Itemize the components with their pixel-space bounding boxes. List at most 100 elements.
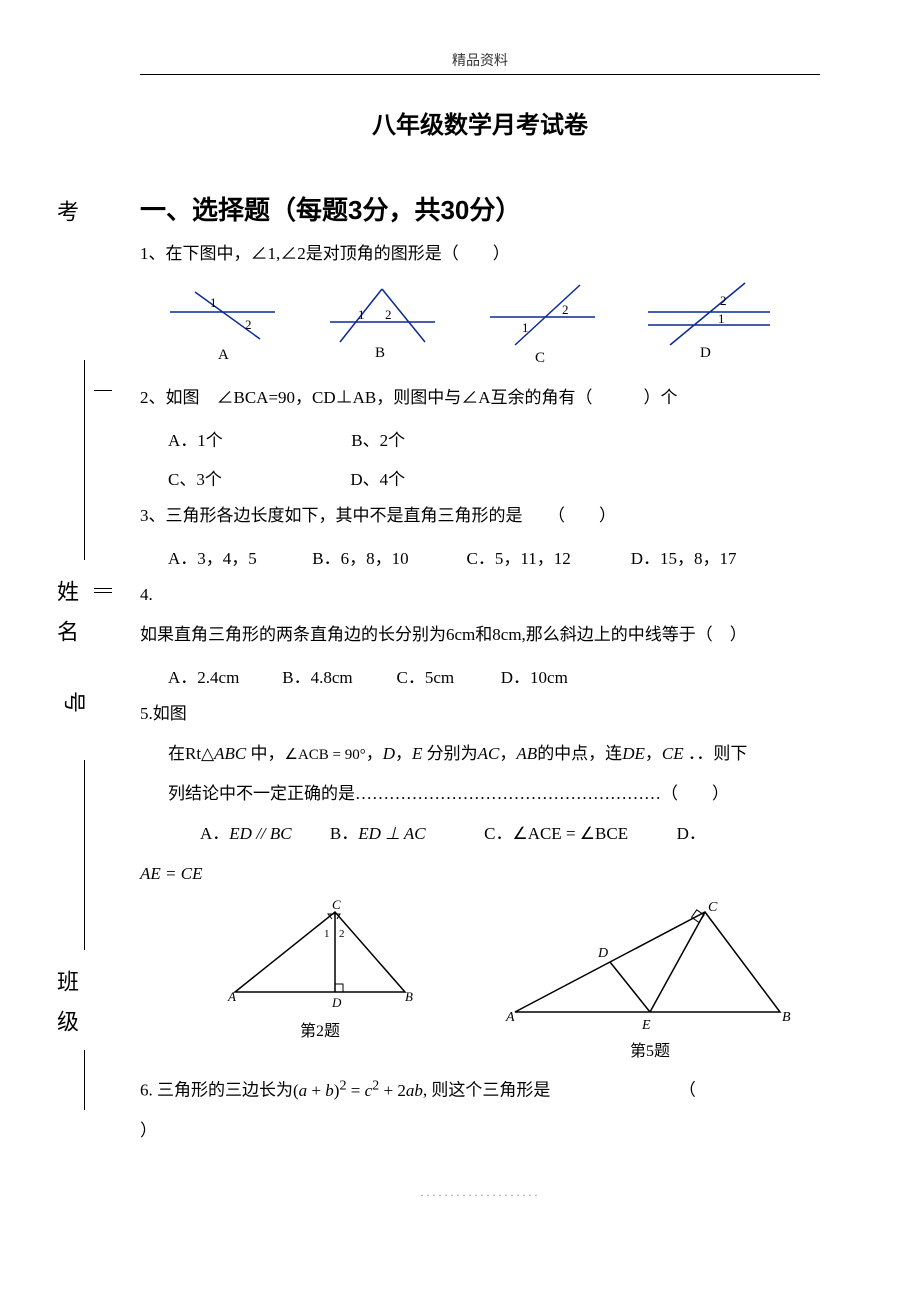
margin-kao: 考 xyxy=(50,200,82,240)
q5-options-row: A．ED // BC B．ED ⊥ AC C．∠ACE = ∠BCE D． xyxy=(140,817,820,851)
header-rule xyxy=(140,74,820,75)
svg-text:E: E xyxy=(641,1018,651,1033)
margin-line-1 xyxy=(84,360,85,560)
svg-text:2: 2 xyxy=(339,928,345,940)
q5-figures: A B C D 1 2 第2题 A B C D E 第5题 xyxy=(140,897,820,1061)
q5-t4: 的中点，连 xyxy=(537,744,622,763)
fig-q5: A B C D E 第5题 xyxy=(500,897,800,1061)
q3-opt-b: B．6，8，10 xyxy=(312,539,462,578)
fig2-caption: 第2题 xyxy=(220,1017,420,1041)
q2-options-row2: C、3个 D、4个 xyxy=(140,460,820,499)
margin-line-3 xyxy=(84,1050,85,1110)
q3-options: A．3，4，5 B．6，8，10 C．5，11，12 D．15，8，17 xyxy=(140,539,820,578)
q2-options-row1: A．1个 B、2个 xyxy=(140,421,820,460)
q6-line: 6. 三角形的三边长为(a + b)2 = c2 + 2ab, 则这个三角形是 … xyxy=(140,1071,820,1108)
q6-paren-r: ） xyxy=(140,1114,820,1148)
svg-text:1: 1 xyxy=(210,295,217,310)
exam-title: 八年级数学月考试卷 xyxy=(140,105,820,140)
fig-q2: A B C D 1 2 第2题 xyxy=(220,897,420,1061)
margin-tick-2 xyxy=(94,588,112,593)
q5-line1: 在Rt△ABC 中，∠ACB = 90°，D，E 分别为AC，AB的中点，连DE… xyxy=(140,737,820,771)
q2-opt-c: C、3个 xyxy=(168,470,222,489)
q5-line2: 列结论中不一定正确的是………………………………………………（ ） xyxy=(140,777,820,811)
q2-opt-a: A．1个 xyxy=(168,431,223,450)
q4-opt-c: C．5cm xyxy=(397,658,497,697)
q5-ab: AB xyxy=(516,744,537,763)
q5-head: 5.如图 xyxy=(140,697,820,731)
q5-d-m: AE = CE xyxy=(140,864,202,883)
q4-head: 4. xyxy=(140,578,820,612)
fig5-caption: 第5题 xyxy=(500,1037,800,1061)
q2-opt-d: D、4个 xyxy=(350,470,405,489)
q2-text: 2、如图 ∠BCA=90，CD⊥AB，则图中与∠A互余的角有（ ）个 xyxy=(140,381,820,415)
svg-text:A: A xyxy=(227,989,236,1004)
q5-angle: ∠ACB = 90° xyxy=(285,747,366,763)
svg-text:1: 1 xyxy=(358,307,365,322)
q5-comma: ， xyxy=(366,744,383,763)
q6-a: 6. 三角形的三边长为 xyxy=(140,1081,293,1100)
q5-ac: AC xyxy=(478,744,500,763)
svg-text:2: 2 xyxy=(385,307,392,322)
margin-line-2 xyxy=(84,760,85,950)
svg-text:C: C xyxy=(708,900,718,915)
section-heading: 一、选择题（每题3分，共30分） xyxy=(140,190,820,227)
q5-c-m: ∠ACE = ∠BCE xyxy=(512,824,628,843)
q1-fig-d: 2 1 D xyxy=(640,277,780,367)
q5-b-m: ED ⊥ AC xyxy=(358,824,425,843)
q4-text: 如果直角三角形的两条直角边的长分别为6cm和8cm,那么斜边上的中线等于（ ） xyxy=(140,618,820,652)
svg-text:B: B xyxy=(782,1010,791,1025)
q5-c-l: C． xyxy=(484,824,512,843)
q5-t1: 在Rt△ xyxy=(168,744,214,763)
svg-text:A: A xyxy=(218,347,229,363)
svg-text:2: 2 xyxy=(720,293,727,308)
page: 精品资料 八年级数学月考试卷 考 姓 名 号 班 级 一、选择题（每题3分，共3… xyxy=(0,0,920,1263)
svg-text:D: D xyxy=(331,995,342,1010)
q5-t5: ．则下 xyxy=(696,744,747,763)
margin-column: 考 姓 名 号 班 级 xyxy=(50,200,90,1100)
svg-text:B: B xyxy=(405,989,413,1004)
q4-opt-a: A．2.4cm xyxy=(168,658,278,697)
margin-ming: 名 xyxy=(50,620,82,660)
svg-text:D: D xyxy=(597,946,608,961)
q6-paren-l: （ xyxy=(679,1081,696,1100)
q5-b-l: B． xyxy=(330,824,358,843)
q6-eq: (a + b)2 = c2 + 2ab xyxy=(293,1081,423,1100)
q5-d-l: D． xyxy=(677,824,706,843)
q5-d: D xyxy=(383,744,395,763)
svg-text:C: C xyxy=(535,350,545,366)
q3-opt-c: C．5，11，12 xyxy=(467,539,627,578)
q3-opt-a: A．3，4，5 xyxy=(168,539,308,578)
svg-text:2: 2 xyxy=(245,317,252,332)
margin-hao: 号 xyxy=(46,684,86,716)
margin-xing: 姓 xyxy=(50,580,82,620)
q3-text: 3、三角形各边长度如下，其中不是直角三角形的是 （ ） xyxy=(140,499,820,533)
q6-b: , 则这个三角形是 xyxy=(423,1081,551,1100)
q5-e: E xyxy=(412,744,422,763)
q5-opt-d-line: AE = CE xyxy=(140,857,820,891)
q2-opt-b: B、2个 xyxy=(351,431,405,450)
margin-ji: 级 xyxy=(50,1010,82,1050)
margin-ban: 班 xyxy=(50,970,82,1010)
q3-opt-d: D．15，8，17 xyxy=(631,539,737,578)
q4-options: A．2.4cm B．4.8cm C．5cm D．10cm xyxy=(140,658,820,697)
q4-opt-b: B．4.8cm xyxy=(282,658,392,697)
q5-de: DE xyxy=(622,744,645,763)
svg-text:C: C xyxy=(332,897,341,912)
q4-opt-d: D．10cm xyxy=(501,658,568,697)
footer-dots: ···················· xyxy=(140,1188,820,1203)
margin-tick-1 xyxy=(94,390,112,391)
svg-text:D: D xyxy=(700,345,711,361)
q5-abc: ABC xyxy=(214,744,246,763)
q5-t3: 分别为 xyxy=(427,744,478,763)
svg-text:B: B xyxy=(375,345,385,361)
svg-text:A: A xyxy=(505,1010,515,1025)
header-label: 精品资料 xyxy=(140,50,820,74)
q5-ce: CE xyxy=(662,744,684,763)
svg-text:2: 2 xyxy=(562,302,569,317)
q1-figures: 1 2 A 1 2 B 1 2 C 2 1 D xyxy=(160,277,820,367)
q1-fig-a: 1 2 A xyxy=(160,277,290,367)
q1-fig-c: 1 2 C xyxy=(480,277,610,367)
q5-a-l: A． xyxy=(200,824,229,843)
svg-text:1: 1 xyxy=(522,320,529,335)
svg-text:1: 1 xyxy=(324,928,330,940)
